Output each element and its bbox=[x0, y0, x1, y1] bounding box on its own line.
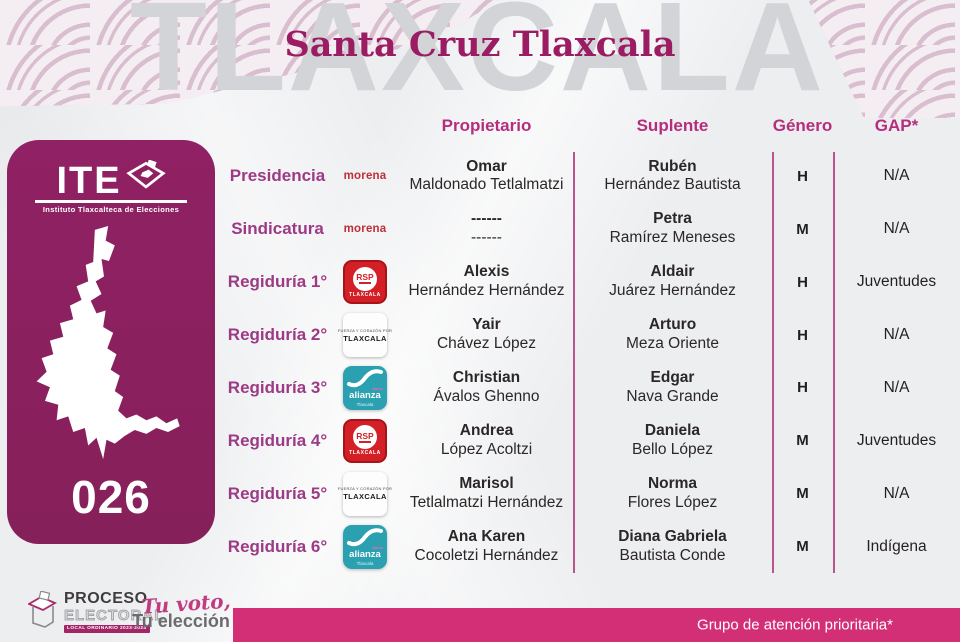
ite-logo: ITE Instituto Tlaxcalteca de Elecciones bbox=[7, 159, 215, 214]
table-row: Regiduría 5° FUERZA Y CORAZÓN POR TLAXCA… bbox=[225, 467, 960, 520]
cargo-label: Regiduría 3° bbox=[227, 377, 328, 397]
suplente-name: Arturo Meza Oriente bbox=[625, 316, 720, 353]
gap-value: N/A bbox=[883, 378, 910, 396]
cargo-label: Regiduría 6° bbox=[227, 536, 328, 556]
nueva-alianza-party-logo: alianza Nueva Tlaxcala bbox=[343, 524, 387, 569]
propietario-name: Yair Chávez López bbox=[436, 316, 537, 353]
propietario-name: ------ ------ bbox=[471, 210, 502, 247]
propietario-name: Ana Karen Cocoletzi Hernández bbox=[414, 527, 559, 564]
table-body: Presidencia morena Omar Maldonado Tetlal… bbox=[225, 150, 960, 573]
genero-value: M bbox=[796, 538, 809, 556]
morena-party-logo: morena bbox=[343, 170, 387, 183]
suplente-name: Norma Flores López bbox=[627, 474, 718, 511]
suplente-name: Aldair Juárez Hernández bbox=[609, 263, 736, 300]
gap-value: N/A bbox=[883, 220, 910, 238]
rsp-party-logo: RSP TLAXCALA bbox=[343, 418, 387, 463]
gap-value: N/A bbox=[883, 326, 910, 344]
priority-group-text: Grupo de atención prioritaria* bbox=[697, 616, 893, 634]
municipality-number: 026 bbox=[71, 471, 151, 523]
col-propietario: Propietario bbox=[441, 116, 532, 135]
ite-acronym: ITE bbox=[56, 159, 122, 202]
propietario-name: Andrea López Acoltzi bbox=[440, 421, 533, 458]
table-row: Regiduría 1° RSP TLAXCALA Alexis Hernánd… bbox=[225, 256, 960, 309]
genero-value: H bbox=[797, 326, 808, 344]
suplente-name: Rubén Hernández Bautista bbox=[604, 157, 741, 194]
table-header: Propietario Suplente Género GAP* bbox=[225, 116, 960, 136]
suplente-name: Edgar Nava Grande bbox=[626, 369, 719, 405]
genero-value: H bbox=[797, 167, 808, 185]
suplente-name: Petra Ramírez Meneses bbox=[609, 210, 736, 247]
table-row: Regiduría 3° alianza Nueva Tlaxcala Chri… bbox=[225, 362, 960, 415]
propietario-name: Omar Maldonado Tetlalmatzi bbox=[409, 157, 564, 194]
genero-value: H bbox=[797, 273, 808, 291]
fuerza-corazon-party-logo: FUERZA Y CORAZÓN POR TLAXCALA bbox=[338, 313, 392, 358]
table-row: Regiduría 2° FUERZA Y CORAZÓN POR TLAXCA… bbox=[225, 309, 960, 362]
genero-value: M bbox=[796, 432, 809, 450]
cargo-label: Regiduría 5° bbox=[227, 483, 328, 503]
tu-voto-slogan: Tu voto, Tu elección bbox=[122, 589, 240, 632]
priority-group-bar: Grupo de atención prioritaria* bbox=[233, 608, 960, 642]
col-gap: GAP* bbox=[874, 116, 919, 135]
suplente-name: Daniela Bello López bbox=[631, 421, 713, 458]
gap-value: N/A bbox=[883, 484, 910, 502]
table-row: Regiduría 6° alianza Nueva Tlaxcala Ana … bbox=[225, 520, 960, 573]
cargo-label: Regiduría 4° bbox=[227, 430, 328, 450]
table-row: Regiduría 4° RSP TLAXCALA Andrea López A… bbox=[225, 414, 960, 467]
ballot-box-icon bbox=[125, 159, 166, 197]
col-suplente: Suplente bbox=[636, 116, 709, 135]
gap-value: Juventudes bbox=[856, 431, 937, 449]
table-row: Presidencia morena Omar Maldonado Tetlal… bbox=[225, 150, 960, 203]
ite-caption: Instituto Tlaxcalteca de Elecciones bbox=[42, 205, 180, 214]
gap-value: Juventudes bbox=[856, 273, 937, 291]
gap-value: N/A bbox=[883, 167, 910, 185]
morena-party-logo: morena bbox=[343, 223, 387, 236]
cargo-label: Presidencia bbox=[229, 166, 326, 186]
cargo-label: Sindicatura bbox=[231, 219, 324, 239]
gap-value: Indígena bbox=[866, 537, 927, 555]
table-row: Sindicatura morena ------ ------ Petra R… bbox=[225, 203, 960, 256]
genero-value: H bbox=[797, 379, 808, 397]
fuerza-corazon-party-logo: FUERZA Y CORAZÓN POR TLAXCALA bbox=[338, 471, 392, 516]
genero-value: M bbox=[796, 485, 809, 503]
municipality-silhouette bbox=[36, 226, 180, 460]
sidebar-panel: ITE Instituto Tlaxcalteca de Elecciones … bbox=[7, 140, 215, 544]
ballot-box-cube-icon bbox=[27, 590, 58, 634]
suplente-name: Diana Gabriela Bautista Conde bbox=[618, 527, 727, 564]
genero-value: M bbox=[796, 220, 809, 238]
cargo-label: Regiduría 1° bbox=[227, 272, 328, 292]
rsp-party-logo: RSP TLAXCALA bbox=[343, 260, 387, 305]
cargo-label: Regiduría 2° bbox=[227, 325, 328, 345]
nueva-alianza-party-logo: alianza Nueva Tlaxcala bbox=[343, 365, 387, 410]
propietario-name: Christian Ávalos Ghenno bbox=[433, 369, 540, 405]
page-title: Santa Cruz Tlaxcala bbox=[284, 24, 676, 65]
propietario-name: Marisol Tetlalmatzi Hernández bbox=[409, 474, 564, 511]
propietario-name: Alexis Hernández Hernández bbox=[408, 263, 565, 300]
col-genero: Género bbox=[772, 116, 833, 135]
